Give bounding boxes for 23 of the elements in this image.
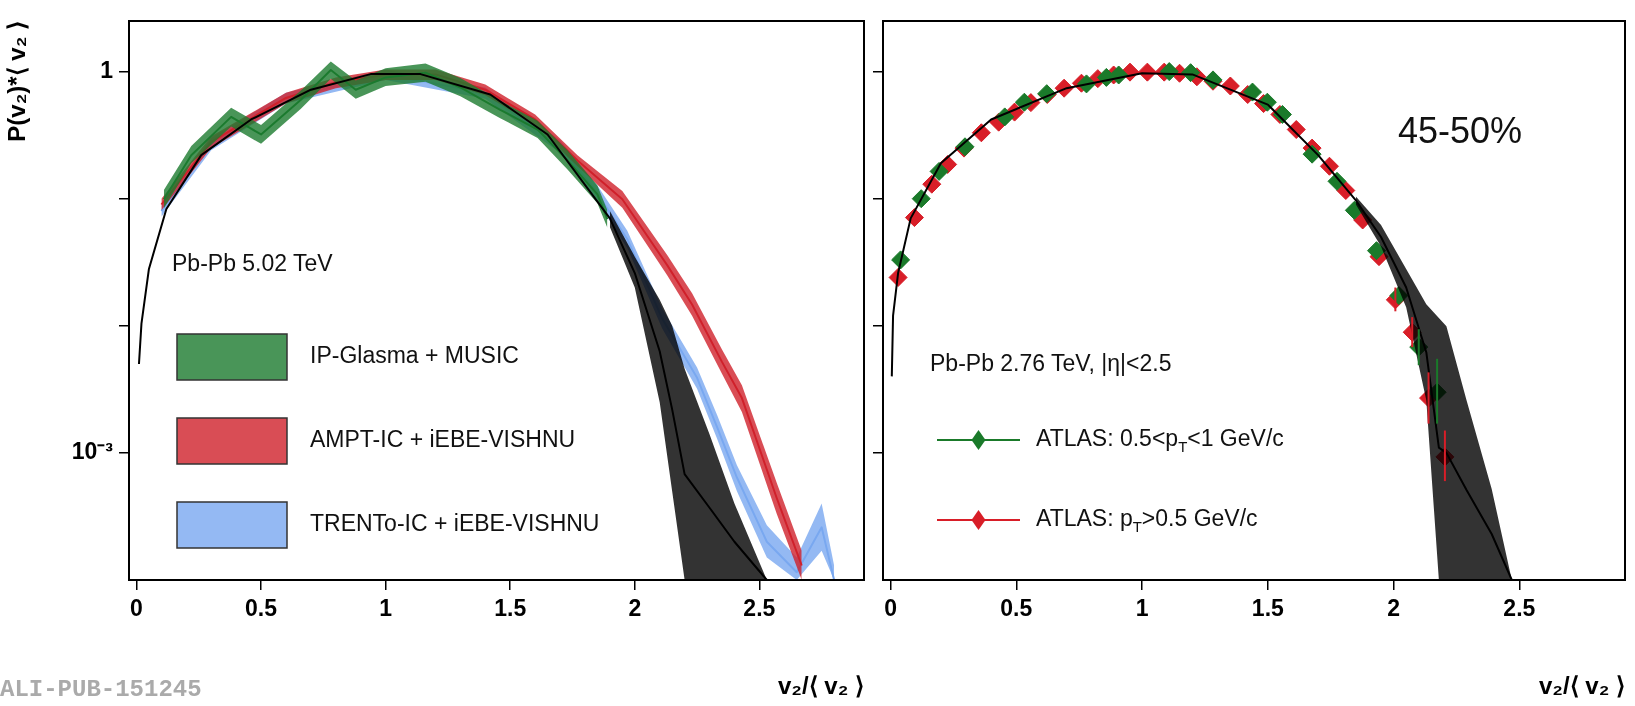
legend-label: AMPT-IC + iEBE-VISHNU bbox=[310, 426, 576, 453]
annotation: 45-50% bbox=[1398, 109, 1523, 151]
x-tick-label: 2 bbox=[628, 595, 642, 622]
x-tick-label: 1.5 bbox=[494, 595, 527, 622]
x-tick-label: 0 bbox=[130, 595, 143, 622]
annotation: Pb-Pb 2.76 TeV, |η|<2.5 bbox=[930, 350, 1172, 377]
x-axis-title: v₂/⟨ v₂ ⟩ bbox=[1538, 672, 1625, 700]
x-tick-label: 0 bbox=[884, 595, 897, 622]
x-tick-label: 0.5 bbox=[1000, 595, 1033, 622]
y-tick-label: 10⁻³ bbox=[71, 438, 114, 465]
x-tick-label: 2.5 bbox=[1503, 595, 1536, 622]
annotation: Pb-Pb 5.02 TeV bbox=[172, 250, 334, 277]
x-tick-label: 1.5 bbox=[1251, 595, 1285, 622]
x-tick-label: 0.5 bbox=[245, 595, 278, 622]
x-axis-title: v₂/⟨ v₂ ⟩ bbox=[777, 672, 864, 700]
x-tick-label: 1 bbox=[379, 595, 393, 622]
text: ALI-PUB-151245 bbox=[0, 676, 202, 704]
legend-label: TRENTo-IC + iEBE-VISHNU bbox=[310, 510, 600, 537]
y-axis-title: P(v₂)*⟨ v₂ ⟩ bbox=[3, 21, 31, 142]
x-tick-label: 2.5 bbox=[743, 595, 776, 622]
x-tick-label: 1 bbox=[1135, 595, 1149, 622]
legend-label: IP-Glasma + MUSIC bbox=[310, 342, 519, 369]
x-tick-label: 2 bbox=[1387, 595, 1400, 622]
